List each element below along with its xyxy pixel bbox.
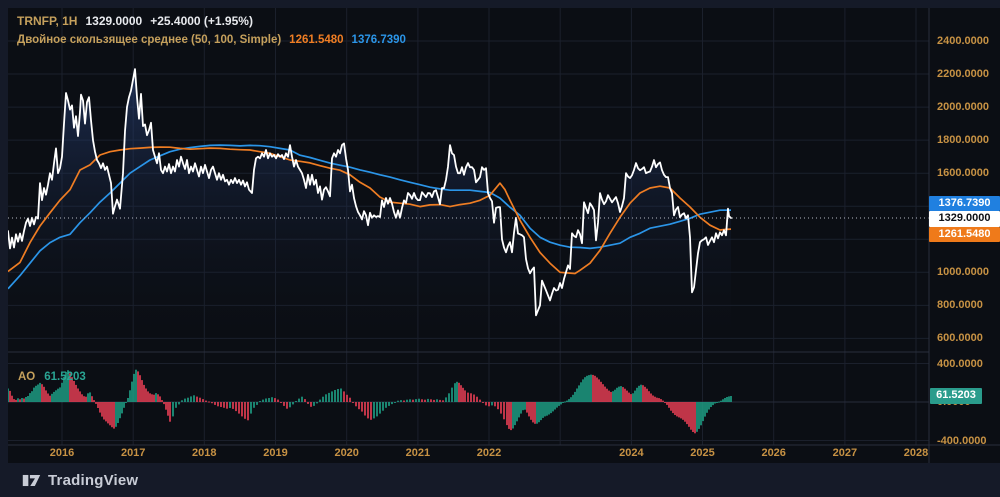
ao-value: 61.5203 [44,371,86,383]
time-axis-label: 2024 [619,447,644,459]
ao-legend-row[interactable]: AO 61.5203 [18,369,86,385]
price-label-badge: 61.5203 [930,388,982,404]
price-axis-label: 1000.0000 [937,266,989,279]
symbol-title[interactable]: TRNFP, 1H [17,14,78,28]
chart-frame: TRNFP, 1H 1329.0000 +25.4000 (+1.95%) Дв… [8,8,1000,463]
tradingview-logo-icon [22,474,41,486]
footer: TradingView [0,463,1000,497]
price-change-value: +25.4000 (+1.95%) [150,14,253,28]
time-axis[interactable]: 2016 2017 2018 2019 2020 2021 2022 2024 2025 2026… [8,446,1000,463]
last-price-value: 1329.0000 [85,14,143,28]
time-axis-label: 2019 [263,447,288,459]
legend: TRNFP, 1H 1329.0000 +25.4000 (+1.95%) Дв… [17,12,406,49]
ma-slow-value: 1376.7390 [351,34,406,46]
tradingview-brand-text: TradingView [48,471,139,489]
price-axis-label: 2000.0000 [937,101,989,114]
time-axis-label: 2028 [903,447,929,459]
price-axis-label: 1800.0000 [937,134,989,147]
time-axis-label: 2026 [761,447,786,459]
legend-symbol-row[interactable]: TRNFP, 1H 1329.0000 +25.4000 (+1.95%) [17,12,406,30]
time-axis-label: 2017 [120,447,146,459]
time-axis-label: 2021 [405,447,431,459]
ao-axis-label: 400.0000 [937,357,983,370]
time-axis-label: 2025 [690,447,715,459]
price-label-badge: 1329.0000 [929,211,1000,227]
time-axis-label: 2027 [832,447,858,459]
indicator-legend-row[interactable]: Двойное скользящее среднее (50, 100, Sim… [17,31,406,49]
tradingview-logo-link[interactable]: TradingView [22,471,138,490]
time-axis-label: 2022 [476,447,502,459]
price-axis-label: 2200.0000 [937,68,989,80]
price-axis-label: 800.0000 [937,299,983,312]
ao-axis-label: -400.0000 [937,434,987,447]
price-axis[interactable]: 2400.0000 2200.0000 2000.0000 1800.0000 1600… [929,8,1000,447]
price-label-badge: 1376.7390 [929,195,1000,211]
price-label-badge: 1261.5480 [929,226,1000,242]
ma-fast-value: 1261.5480 [289,34,344,46]
price-axis-label: 1600.0000 [937,167,989,180]
time-axis-label: 2020 [334,447,359,459]
price-axis-label: 600.0000 [937,332,983,345]
ao-indicator-title[interactable]: AO [18,371,36,383]
time-axis-label: 2018 [192,447,217,459]
time-axis-label: 2016 [49,447,75,459]
price-axis-label: 2400.0000 [937,35,989,47]
indicator-title[interactable]: Двойное скользящее среднее (50, 100, Sim… [17,34,282,46]
